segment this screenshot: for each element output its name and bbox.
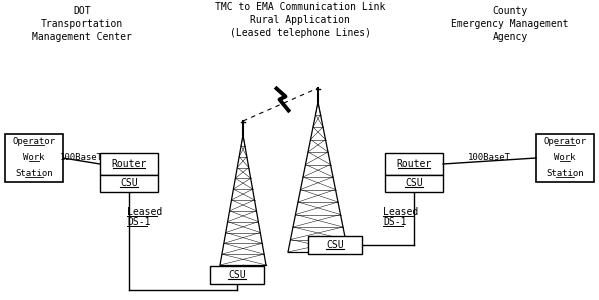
FancyBboxPatch shape: [100, 153, 158, 175]
Text: Operator: Operator: [543, 137, 586, 146]
Text: 100BaseT: 100BaseT: [60, 153, 103, 162]
Text: Station: Station: [546, 169, 584, 178]
Text: CSU: CSU: [405, 178, 423, 188]
Text: CSU: CSU: [326, 240, 344, 250]
Text: DS-1: DS-1: [383, 217, 407, 227]
Text: Leased: Leased: [383, 207, 418, 217]
FancyBboxPatch shape: [210, 266, 264, 284]
FancyBboxPatch shape: [308, 236, 362, 254]
FancyBboxPatch shape: [385, 153, 443, 175]
Text: TMC to EMA Communication Link
Rural Application
(Leased telephone Lines): TMC to EMA Communication Link Rural Appl…: [215, 2, 385, 38]
FancyBboxPatch shape: [5, 134, 63, 182]
Text: Router: Router: [397, 159, 432, 169]
Text: Operator: Operator: [13, 137, 56, 146]
Text: County
Emergency Management
Agency: County Emergency Management Agency: [451, 6, 568, 42]
Text: CSU: CSU: [228, 270, 246, 280]
Text: Work: Work: [23, 154, 45, 163]
Text: Router: Router: [111, 159, 147, 169]
FancyBboxPatch shape: [385, 175, 443, 192]
Text: 100BaseT: 100BaseT: [468, 153, 511, 162]
Text: CSU: CSU: [120, 178, 138, 188]
Text: DOT
Transportation
Management Center: DOT Transportation Management Center: [32, 6, 132, 42]
Text: Station: Station: [15, 169, 53, 178]
FancyBboxPatch shape: [100, 175, 158, 192]
Text: Leased: Leased: [127, 207, 162, 217]
FancyBboxPatch shape: [536, 134, 594, 182]
Text: DS-1: DS-1: [127, 217, 150, 227]
Text: Work: Work: [554, 154, 576, 163]
